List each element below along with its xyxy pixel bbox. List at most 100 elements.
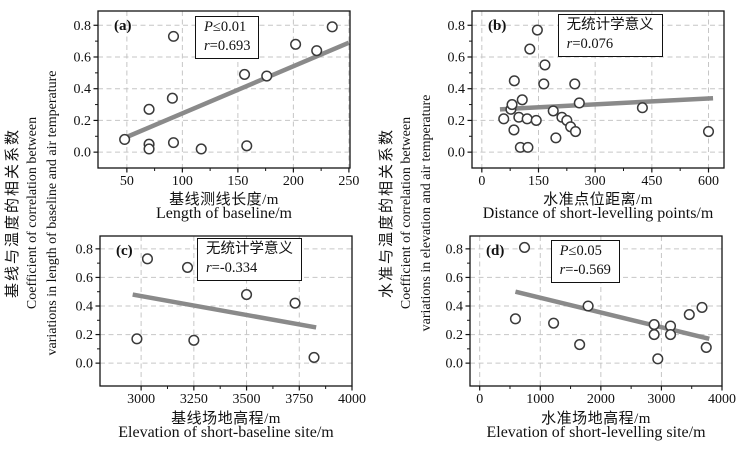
y-tick-label: 0.0 bbox=[76, 357, 94, 372]
y-tick-label: 0.8 bbox=[446, 242, 464, 257]
y-tick-label: 0.6 bbox=[76, 271, 94, 286]
trend-line bbox=[132, 292, 317, 330]
data-point bbox=[569, 125, 582, 138]
y-axis-label-left-en1: Coefficient of correlation between bbox=[25, 116, 40, 310]
data-point bbox=[238, 68, 251, 80]
stat-annotation-line: 无统计学意义 bbox=[206, 241, 294, 257]
y-tick-label: 0.2 bbox=[448, 114, 466, 129]
data-point bbox=[539, 59, 551, 71]
y-tick-label: 0.0 bbox=[74, 146, 92, 161]
y-tick-label: 0.8 bbox=[74, 19, 92, 34]
panel-b-xlabel-en: Distance of short-levelling points/m bbox=[482, 205, 714, 222]
data-point bbox=[582, 300, 594, 312]
data-point bbox=[648, 319, 660, 331]
y-tick-label: 0.6 bbox=[446, 271, 464, 286]
data-point bbox=[143, 103, 155, 115]
data-point bbox=[700, 341, 712, 353]
stat-annotation-line: 无统计学意义 bbox=[566, 17, 654, 33]
data-point bbox=[241, 289, 253, 301]
data-point bbox=[326, 21, 338, 33]
panel-letter: (a) bbox=[114, 18, 132, 34]
trend-line bbox=[123, 40, 350, 140]
data-point bbox=[530, 114, 542, 126]
x-tick-label: 4000 bbox=[338, 392, 366, 406]
panel-b-plot: 0 150 300 450 600 0.0 0.2 0.4 0.6 0.8 (b) bbox=[424, 0, 742, 195]
x-tick-label: 3000 bbox=[127, 392, 155, 406]
data-point bbox=[522, 141, 534, 153]
x-tick-label: 100 bbox=[172, 174, 193, 189]
data-point bbox=[508, 75, 520, 87]
x-tick-label: 250 bbox=[338, 174, 359, 189]
data-point bbox=[573, 97, 585, 109]
panel-a: 50 100 150 200 250 0.0 0.2 0.4 0.6 0.8 (a) 基线测线长度/… bbox=[50, 0, 368, 227]
data-point bbox=[664, 329, 677, 341]
panel-b-svg: 0 150 300 450 600 0.0 0.2 0.4 0.6 0.8 (b) bbox=[448, 10, 725, 189]
data-point bbox=[518, 241, 531, 253]
panel-d-xlabel-cn: 水准场地高程/m bbox=[541, 411, 651, 427]
y-tick-label: 0.0 bbox=[448, 146, 466, 161]
x-tick-label: 450 bbox=[641, 174, 662, 189]
data-point bbox=[290, 38, 302, 50]
panel-d-plot: 0 1000 2000 3000 4000 0.0 0.2 0.4 0.6 0.8 (d) bbox=[422, 226, 740, 411]
panel-letter: (b) bbox=[488, 18, 506, 34]
data-point bbox=[516, 94, 528, 106]
y-tick-label: 0.2 bbox=[76, 328, 94, 343]
data-point bbox=[308, 351, 320, 363]
stat-annotation-box: P≤0.01 r=0.693 bbox=[195, 16, 260, 60]
data-point bbox=[683, 309, 695, 321]
data-point bbox=[506, 99, 518, 111]
panel-a-xlabel-en: Length of baseline/m bbox=[156, 205, 292, 222]
x-tick-label: 3250 bbox=[180, 392, 208, 406]
data-point bbox=[167, 30, 180, 42]
panel-b-xlabel-cn: 水准点位距离/m bbox=[543, 192, 653, 208]
data-point bbox=[538, 78, 550, 90]
y-tick-label: 0.4 bbox=[76, 300, 94, 315]
stat-annotation-line: r=0.076 bbox=[566, 36, 614, 53]
data-point bbox=[524, 43, 536, 55]
y-tick-label: 0.8 bbox=[448, 19, 466, 34]
plot-border bbox=[469, 235, 723, 387]
data-point bbox=[181, 261, 194, 273]
data-point bbox=[521, 113, 533, 125]
y-tick-label: 0.8 bbox=[76, 242, 94, 257]
panel-d: 0 1000 2000 3000 4000 0.0 0.2 0.4 0.6 0.8 (d) 水准场地… bbox=[422, 226, 740, 453]
stat-annotation-box: 无统计学意义 r=-0.334 bbox=[197, 238, 303, 282]
x-tick-label: 150 bbox=[528, 174, 549, 189]
y-axis-label-left-cn: 基线与温度的相关系数 bbox=[5, 128, 21, 299]
data-point bbox=[574, 339, 586, 351]
x-tick-label: 0 bbox=[476, 392, 483, 406]
data-point bbox=[702, 125, 715, 138]
stat-annotation-line: r=0.693 bbox=[204, 38, 251, 55]
data-point bbox=[131, 333, 143, 345]
data-point bbox=[508, 124, 520, 136]
panel-a-plot: 50 100 150 200 250 0.0 0.2 0.4 0.6 0.8 (a) bbox=[50, 0, 368, 195]
trend-line bbox=[499, 95, 714, 112]
x-tick-label: 0 bbox=[478, 174, 485, 189]
data-point bbox=[498, 113, 510, 125]
data-point bbox=[696, 301, 708, 313]
x-tick-label: 4000 bbox=[708, 392, 736, 406]
panel-c: 3000 3250 3500 3750 4000 0.0 0.2 0.4 0.6 0.8 (c) 基… bbox=[52, 226, 370, 453]
y-tick-label: 0.6 bbox=[74, 50, 92, 65]
data-point bbox=[241, 140, 253, 152]
panel-a-xlabel-cn: 基线测线长度/m bbox=[169, 192, 279, 208]
x-tick-label: 300 bbox=[585, 174, 606, 189]
y-tick-label: 0.4 bbox=[74, 82, 92, 97]
x-tick-label: 150 bbox=[227, 174, 248, 189]
y-axis-label-right-cn: 水准与温度的相关系数 bbox=[379, 128, 395, 299]
data-point bbox=[289, 297, 301, 309]
y-tick-label: 0.2 bbox=[74, 114, 92, 129]
data-point bbox=[548, 317, 560, 329]
plot-border bbox=[471, 10, 725, 169]
panel-c-plot: 3000 3250 3500 3750 4000 0.0 0.2 0.4 0.6 0.8 (c) bbox=[52, 226, 370, 411]
y-axis-label-right-en1: Coefficient of correlation between bbox=[399, 116, 414, 310]
y-tick-label: 0.4 bbox=[446, 300, 464, 315]
panel-d-xlabel-en: Elevation of short-levelling site/m bbox=[486, 424, 706, 441]
x-tick-label: 600 bbox=[698, 174, 719, 189]
plot-border bbox=[97, 10, 351, 169]
stat-annotation-box: P≤0.05 r=-0.569 bbox=[550, 240, 620, 284]
y-tick-label: 0.4 bbox=[448, 82, 466, 97]
data-point bbox=[547, 105, 559, 117]
trend-line bbox=[514, 289, 710, 342]
